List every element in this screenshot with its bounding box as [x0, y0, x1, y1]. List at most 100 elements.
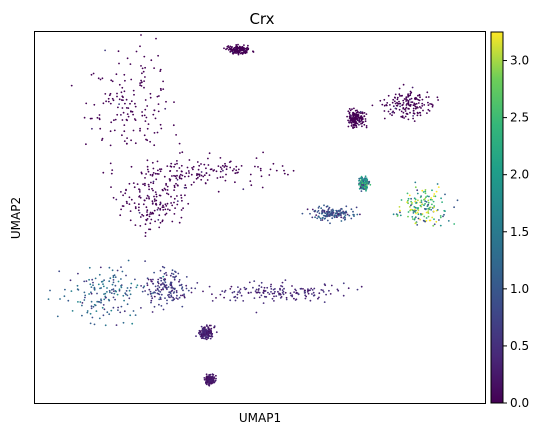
scatter-point — [181, 287, 183, 290]
scatter-point — [109, 130, 112, 133]
scatter-point — [360, 190, 363, 193]
scatter-point — [198, 173, 201, 176]
scatter-point — [144, 290, 147, 292]
scatter-point — [365, 177, 368, 180]
scatter-point — [362, 181, 365, 184]
scatter-point — [347, 110, 350, 113]
scatter-point — [192, 168, 194, 171]
scatter-point — [127, 115, 130, 118]
scatter-point — [135, 286, 138, 289]
scatter-point — [169, 274, 172, 277]
scatter-point — [417, 102, 420, 104]
scatter-point — [207, 384, 210, 386]
scatter-point — [91, 316, 94, 319]
scatter-point — [134, 224, 137, 227]
scatter-point — [89, 117, 92, 120]
scatter-point — [340, 220, 343, 222]
scatter-point — [162, 206, 165, 209]
scatter-point — [396, 96, 399, 99]
scatter-point — [202, 326, 205, 329]
scatter-point — [399, 214, 402, 217]
scatter-point — [162, 275, 165, 278]
scatter-point — [258, 296, 261, 299]
scatter-point — [142, 215, 145, 217]
scatter-point — [443, 213, 445, 216]
scatter-point — [125, 293, 127, 296]
scatter-point — [162, 287, 164, 289]
scatter-point — [394, 102, 397, 105]
scatter-point — [160, 127, 163, 130]
scatter-point — [427, 201, 430, 204]
scatter-point — [125, 142, 128, 145]
scatter-point — [190, 183, 193, 186]
scatter-point — [202, 337, 205, 340]
scatter-point — [291, 285, 293, 287]
scatter-point — [432, 200, 435, 203]
scatter-point — [291, 295, 294, 298]
scatter-point — [271, 292, 274, 295]
scatter-point — [144, 231, 147, 234]
scatter-point — [163, 272, 166, 275]
scatter-point — [126, 113, 129, 115]
cluster-right-high — [392, 181, 459, 227]
scatter-point — [180, 294, 182, 297]
scatter-point — [187, 170, 190, 172]
scatter-point — [292, 169, 295, 172]
scatter-point — [178, 279, 181, 281]
scatter-point — [411, 86, 414, 89]
scatter-point — [345, 205, 348, 208]
scatter-point — [139, 196, 142, 199]
scatter-point — [154, 172, 157, 175]
scatter-point — [164, 188, 167, 191]
scatter-point — [153, 305, 156, 308]
scatter-point — [116, 95, 118, 98]
scatter-point — [431, 203, 433, 206]
scatter-point — [224, 289, 227, 292]
scatter-point — [318, 216, 320, 219]
scatter-point — [136, 183, 139, 186]
scatter-point — [429, 198, 432, 201]
scatter-point — [132, 113, 135, 116]
scatter-point — [180, 177, 183, 180]
scatter-point — [176, 200, 179, 203]
scatter-point — [132, 129, 135, 132]
scatter-point — [207, 381, 210, 384]
scatter-point — [430, 208, 432, 211]
scatter-point — [95, 310, 98, 312]
scatter-point — [219, 166, 222, 169]
scatter-point — [433, 218, 435, 221]
scatter-point — [285, 298, 288, 301]
scatter-point — [287, 173, 289, 176]
scatter-point — [164, 107, 167, 110]
scatter-point — [208, 328, 211, 331]
scatter-point — [226, 47, 229, 50]
scatter-point — [393, 96, 396, 99]
scatter-point — [155, 193, 158, 196]
scatter-point — [317, 209, 320, 212]
scatter-point — [281, 165, 284, 167]
scatter-point — [173, 174, 175, 177]
scatter-point — [100, 301, 102, 304]
scatter-point — [127, 107, 130, 109]
scatter-point — [125, 274, 127, 277]
scatter-point — [426, 195, 429, 198]
scatter-point — [91, 117, 93, 120]
scatter-point — [217, 190, 220, 193]
scatter-point — [421, 189, 424, 192]
scatter-point — [144, 184, 146, 187]
scatter-point — [431, 105, 434, 108]
scatter-point — [140, 79, 143, 82]
scatter-point — [165, 274, 168, 276]
scatter-point — [408, 95, 410, 97]
scatter-point — [323, 301, 326, 303]
scatter-point — [179, 173, 182, 176]
scatter-point — [282, 293, 285, 296]
scatter-point — [365, 125, 368, 127]
scatter-point — [120, 286, 123, 289]
scatter-point — [431, 216, 434, 219]
scatter-point — [171, 204, 174, 207]
scatter-point — [159, 123, 162, 126]
scatter-point — [405, 96, 408, 98]
scatter-point — [364, 177, 366, 179]
scatter-point — [153, 198, 156, 201]
